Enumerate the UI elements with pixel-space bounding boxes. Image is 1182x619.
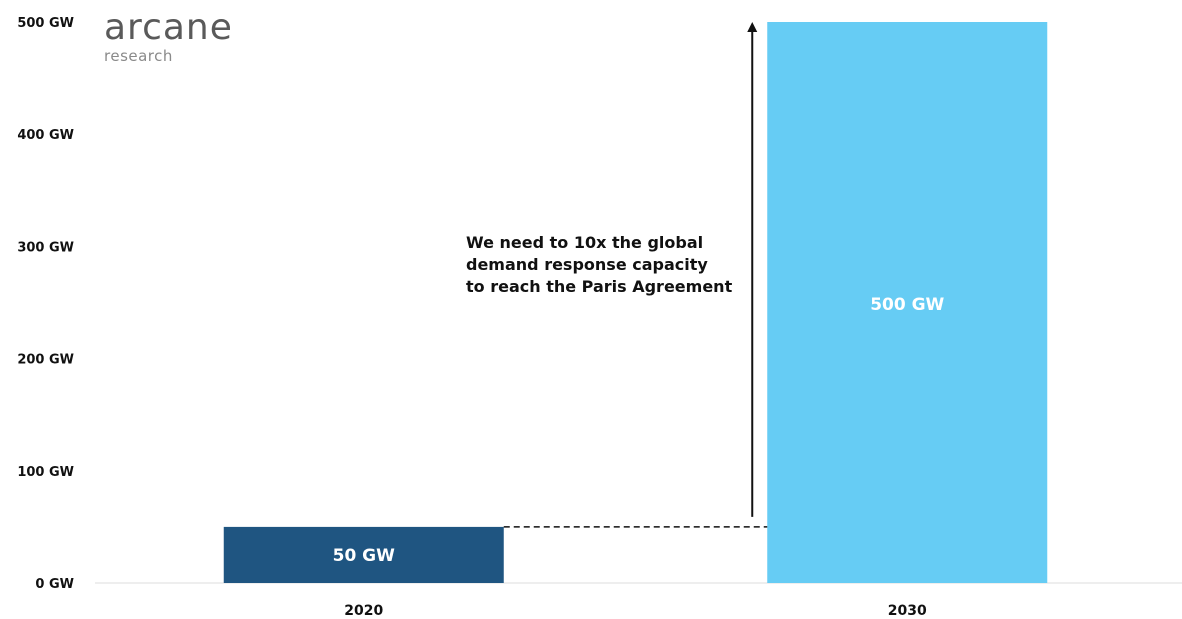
logo-wordmark: arcane (104, 7, 233, 48)
arrow-head-icon (747, 22, 758, 32)
arcane-research-logo: arcane research (104, 7, 233, 65)
x-tick-label-2020: 2020 (344, 603, 383, 619)
bars: 50 GW 500 GW (223, 22, 1048, 583)
annotation-text: We need to 10x the global demand respons… (466, 232, 766, 298)
annotation-line-2: demand response capacity (466, 255, 708, 274)
growth-arrow (747, 22, 758, 517)
x-tick-label-2030: 2030 (888, 603, 927, 619)
annotation-line-3: to reach the Paris Agreement (466, 277, 733, 296)
logo-tagline: research (104, 47, 173, 65)
y-tick-label: 200 GW (17, 353, 74, 368)
y-axis-ticks: 0 GW 100 GW 200 GW 300 GW 400 GW 500 GW (17, 16, 74, 592)
data-label-2020: 50 GW (333, 546, 396, 566)
y-tick-label: 0 GW (35, 577, 74, 592)
x-axis-ticks: 2020 2030 (344, 603, 927, 619)
y-tick-label: 500 GW (17, 16, 74, 31)
bar-2020 (223, 526, 504, 583)
y-tick-label: 300 GW (17, 240, 74, 255)
bar-2030 (767, 22, 1048, 583)
annotation-line-1: We need to 10x the global (466, 233, 704, 252)
y-tick-label: 400 GW (17, 128, 74, 143)
data-label-2030: 500 GW (870, 295, 944, 315)
y-tick-label: 100 GW (17, 465, 74, 480)
